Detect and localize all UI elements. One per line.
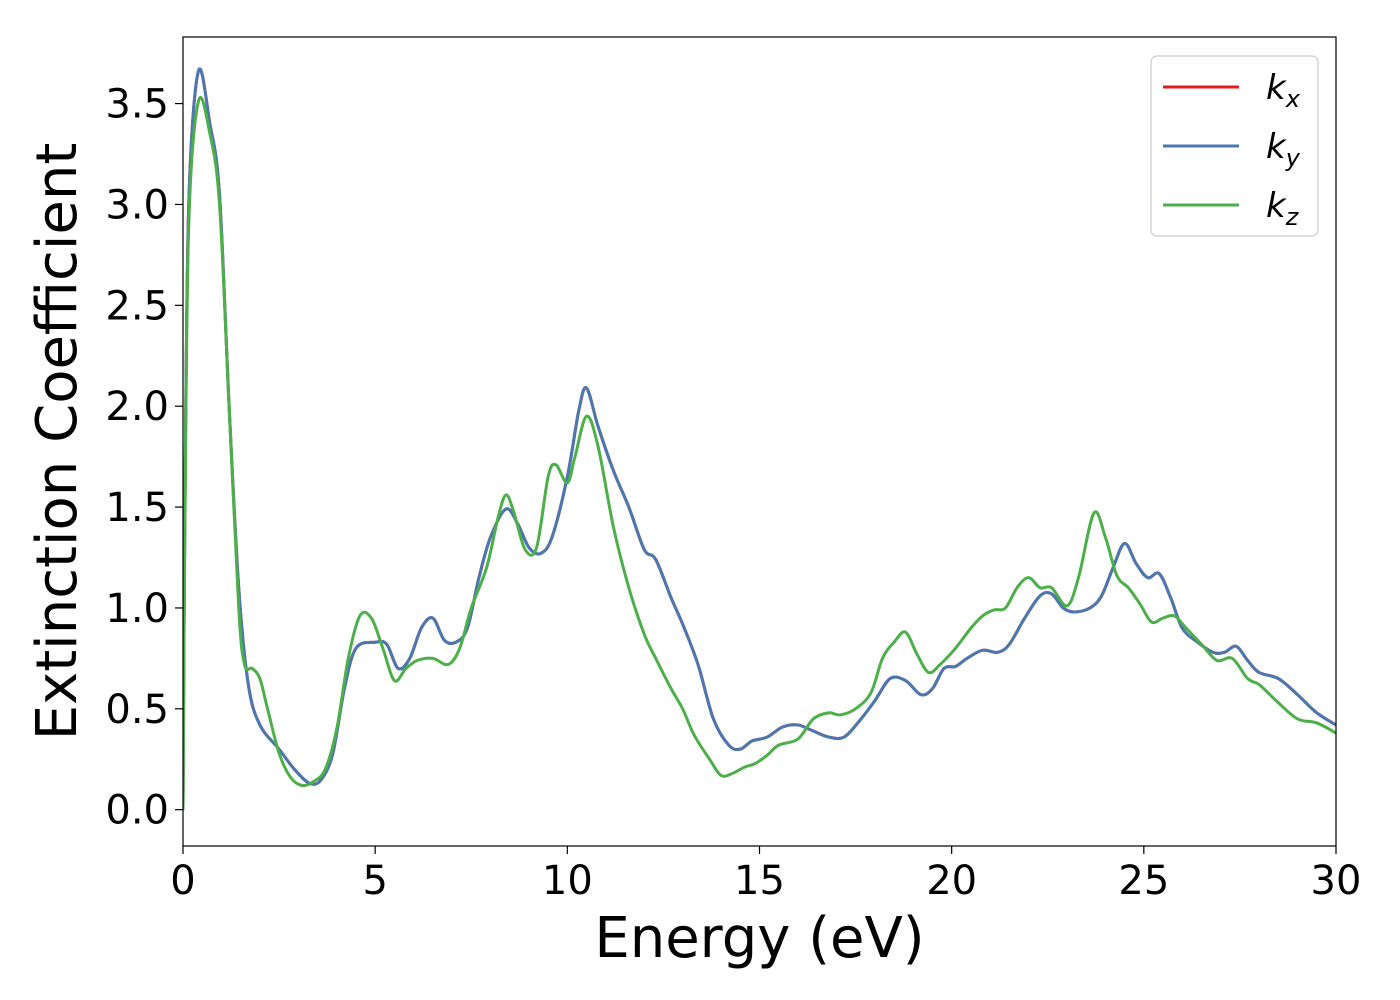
legend-label-ky: ky — [1266, 127, 1301, 172]
y-axis-label: Extinction Coefficient — [25, 143, 90, 741]
legend-label-main: k — [1266, 68, 1287, 108]
series-line-kz — [183, 96, 1336, 810]
legend-label-subscript: z — [1285, 203, 1300, 231]
y-tick-label: 1.0 — [105, 586, 169, 632]
x-tick-label: 10 — [542, 858, 593, 904]
legend-label-main: k — [1266, 127, 1287, 167]
x-axis-ticks: 0 5 10 15 20 25 30 — [170, 846, 1361, 904]
y-tick-label: 0.0 — [105, 788, 169, 834]
x-tick-label: 20 — [926, 858, 977, 904]
y-tick-label: 3.0 — [105, 182, 169, 228]
x-axis-label: Energy (eV) — [594, 906, 924, 971]
x-tick-label: 5 — [362, 858, 387, 904]
y-tick-label: 1.5 — [105, 485, 169, 531]
y-tick-label: 3.5 — [105, 82, 169, 128]
y-tick-label: 0.5 — [105, 687, 169, 733]
x-tick-label: 0 — [170, 858, 195, 904]
y-tick-label: 2.0 — [105, 384, 169, 430]
y-tick-label: 2.5 — [105, 283, 169, 329]
x-tick-label: 30 — [1311, 858, 1362, 904]
legend-label-main: k — [1266, 186, 1287, 226]
x-tick-label: 25 — [1118, 858, 1169, 904]
legend-label-subscript: y — [1285, 144, 1301, 172]
series-layer — [183, 67, 1336, 810]
series-line-ky — [183, 67, 1336, 810]
legend-label-kx: kx — [1266, 68, 1301, 113]
legend-label-subscript: x — [1285, 85, 1301, 113]
legend-label-kz: kz — [1266, 186, 1300, 231]
x-tick-label: 15 — [734, 858, 785, 904]
y-axis-ticks: 0.0 0.5 1.0 1.5 2.0 2.5 3.0 3.5 — [105, 82, 183, 834]
